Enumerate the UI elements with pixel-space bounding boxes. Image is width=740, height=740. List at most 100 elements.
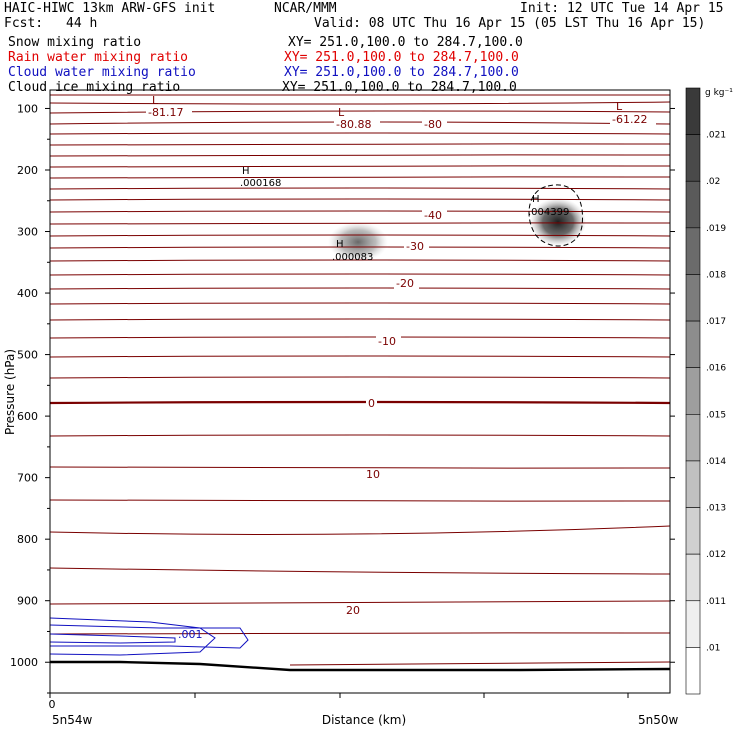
colorbar-swatch xyxy=(685,180,701,229)
y-tick-label: 600 xyxy=(17,410,38,423)
temperature-contour-label: -40 xyxy=(424,209,442,222)
colorbar-tick-label: .012 xyxy=(706,550,726,560)
contour-label-bg xyxy=(364,469,382,481)
temperature-contour xyxy=(49,246,671,249)
y-tick-label: 200 xyxy=(17,164,38,177)
legend-snow-xy: XY= 251.0,100.0 to 284.7,100.0 xyxy=(288,35,523,50)
ice-maximum-blob xyxy=(530,198,586,246)
colorbar-swatch xyxy=(685,134,701,182)
contour-label-bg xyxy=(366,398,377,410)
colorbar-swatch xyxy=(685,227,701,275)
y-tick-label: 500 xyxy=(17,349,38,362)
contour-label-bg xyxy=(376,336,401,348)
temperature-contour-label: -80 xyxy=(424,118,442,131)
maximum-value: .004399 xyxy=(528,207,569,218)
x-right-label: 5n50w xyxy=(638,713,679,727)
low-marker: L xyxy=(152,94,159,107)
y-tick-label: 700 xyxy=(17,472,38,485)
temperature-contour xyxy=(49,198,671,201)
colorbar-swatch xyxy=(685,507,701,555)
temperature-contour xyxy=(49,400,671,405)
y-tick-label: 800 xyxy=(17,533,38,546)
snow-maximum-blob xyxy=(328,222,388,262)
cloud-water-contour xyxy=(49,624,249,649)
y-tick-label: 400 xyxy=(17,287,38,300)
legend-rain: Rain water mixing ratio xyxy=(8,50,189,65)
temperature-contour xyxy=(49,154,671,157)
maximum-marker: H xyxy=(532,194,540,205)
temperature-contour xyxy=(49,101,671,105)
colorbar-tick-label: .01 xyxy=(706,643,720,653)
contour-label-bg xyxy=(146,107,192,119)
temperature-contour xyxy=(289,661,671,666)
temperature-contour xyxy=(49,210,671,213)
cloud-water-contour xyxy=(49,617,216,656)
temperature-contour-label: -10 xyxy=(378,335,396,348)
contour-label-bg xyxy=(610,114,656,126)
colorbar-swatch xyxy=(685,367,701,415)
temperature-contour-label: -30 xyxy=(406,240,424,253)
y-tick-label: 900 xyxy=(17,595,38,608)
temperature-contour xyxy=(49,302,671,305)
x-left-label: 5n54w xyxy=(52,713,93,727)
colorbar-tick-label: .019 xyxy=(706,224,726,234)
forecast-label: Fcst: xyxy=(4,16,44,31)
colorbar-unit: g kg⁻¹ xyxy=(705,88,733,98)
init-time: Init: 12 UTC Tue 14 Apr 15 xyxy=(520,1,724,16)
low-marker: L xyxy=(338,106,345,119)
temperature-contour-label: 0 xyxy=(368,397,375,410)
legend-cloud-water: Cloud water mixing ratio xyxy=(8,65,196,80)
colorbar-tick-label: .017 xyxy=(706,317,726,327)
colorbar-tick-label: .014 xyxy=(706,457,726,467)
temperature-contour xyxy=(49,176,671,179)
legend-rain-xy: XY= 251.0,100.0 to 284.7,100.0 xyxy=(284,50,519,65)
cloud-water-label: .001 xyxy=(178,628,203,641)
colorbar-swatch xyxy=(685,320,701,368)
y-axis-label: Pressure (hPa) xyxy=(3,349,17,435)
cloud-water-contour xyxy=(49,633,176,644)
colorbar-swatch xyxy=(685,600,701,648)
temperature-contour-label: -80.88 xyxy=(336,118,371,131)
colorbar-tick-label: .015 xyxy=(706,410,726,420)
colorbar-tick-label: .018 xyxy=(706,270,726,280)
temperature-contour xyxy=(49,143,671,146)
temperature-contour xyxy=(49,110,671,114)
contour-label-bg xyxy=(334,119,380,131)
temperature-contour xyxy=(49,376,671,379)
temperature-contour xyxy=(49,525,671,535)
temperature-contour xyxy=(49,273,671,276)
colorbar-swatch xyxy=(685,87,701,135)
contour-label-bg xyxy=(422,119,447,131)
temperature-contour xyxy=(49,499,671,502)
low-marker: L xyxy=(616,100,623,113)
temperature-contour xyxy=(49,600,671,605)
temperature-contour xyxy=(49,466,671,469)
contour-label-bg xyxy=(394,278,419,290)
y-tick-label: 1000 xyxy=(10,656,38,669)
colorbar-tick-label: .011 xyxy=(706,597,726,607)
colorbar-tick-label: .021 xyxy=(706,131,726,141)
y-tick-label: 100 xyxy=(17,102,38,115)
temperature-contour xyxy=(49,567,671,575)
temperature-contour xyxy=(49,355,671,358)
temperature-contour-label: -61.22 xyxy=(612,113,647,126)
temperature-contour xyxy=(49,165,671,168)
plot-frame xyxy=(49,89,671,694)
colorbar-swatch xyxy=(685,414,701,462)
x-tick-label: 0 xyxy=(49,698,56,711)
y-tick-label: 300 xyxy=(17,226,38,239)
temperature-contour-label: 20 xyxy=(346,604,360,617)
org-label: NCAR/MMM xyxy=(274,1,337,16)
colorbar-tick-label: .02 xyxy=(706,177,720,187)
temperature-contour xyxy=(49,132,671,135)
maximum-value: .000168 xyxy=(240,178,281,189)
legend-cloud-ice-xy: XY= 251.0,100.0 to 284.7,100.0 xyxy=(282,80,517,95)
ice-contour xyxy=(528,184,584,247)
colorbar-swatch xyxy=(685,647,701,695)
model-title: HAIC-HIWC 13km ARW-GFS init xyxy=(4,1,216,16)
maximum-marker: H xyxy=(242,166,250,177)
legend-cloud-ice: Cloud ice mixing ratio xyxy=(8,80,181,95)
temperature-contour xyxy=(49,222,671,225)
temperature-contour xyxy=(49,287,671,290)
